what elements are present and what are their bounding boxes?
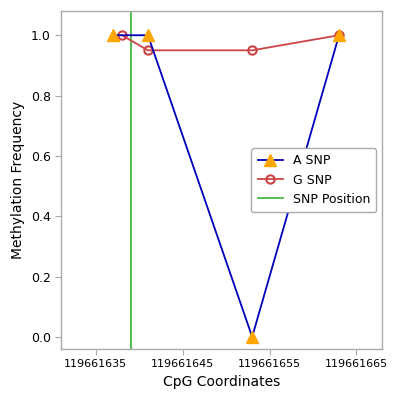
G SNP bbox=[120, 33, 124, 38]
A SNP bbox=[250, 334, 254, 339]
Line: A SNP: A SNP bbox=[107, 29, 345, 343]
Line: G SNP: G SNP bbox=[118, 31, 343, 54]
X-axis label: CpG Coordinates: CpG Coordinates bbox=[163, 375, 280, 389]
A SNP bbox=[337, 33, 342, 38]
G SNP bbox=[337, 33, 342, 38]
Y-axis label: Methylation Frequency: Methylation Frequency bbox=[11, 101, 25, 259]
G SNP bbox=[250, 48, 254, 53]
A SNP bbox=[146, 33, 150, 38]
G SNP bbox=[146, 48, 150, 53]
Legend: A SNP, G SNP, SNP Position: A SNP, G SNP, SNP Position bbox=[251, 148, 376, 212]
A SNP bbox=[111, 33, 116, 38]
